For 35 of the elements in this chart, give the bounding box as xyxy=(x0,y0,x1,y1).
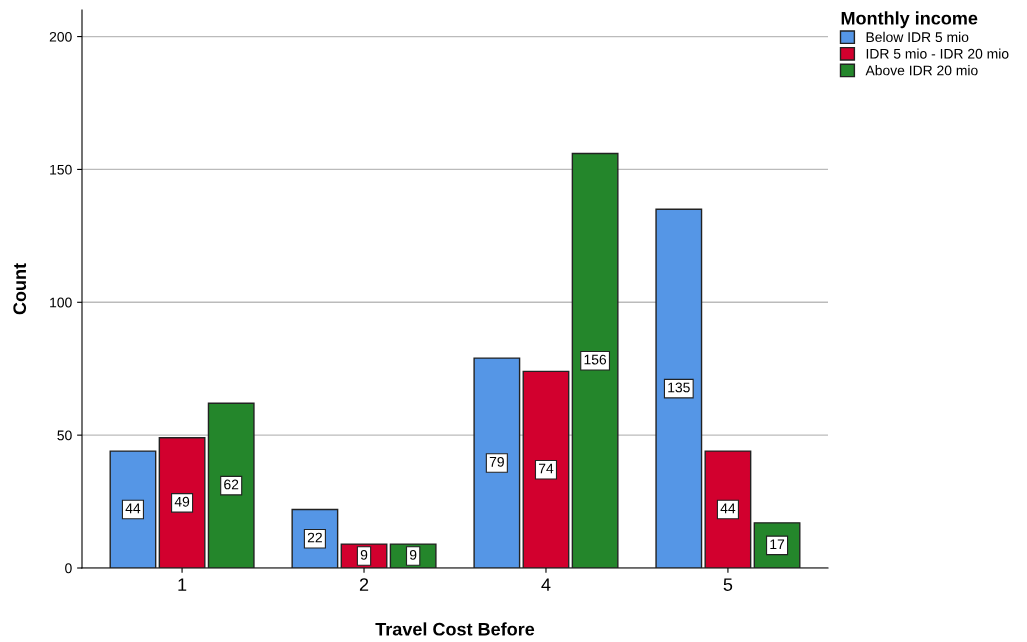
data-label: 9 xyxy=(360,549,368,560)
data-label: 49 xyxy=(174,496,190,507)
legend-label: Below IDR 5 mio xyxy=(866,31,969,43)
bar xyxy=(109,450,157,568)
legend-label: Above IDR 20 mio xyxy=(865,65,978,76)
x-tick-label: 1 xyxy=(178,578,187,591)
data-label: 22 xyxy=(307,532,322,543)
legend-title: Monthly income xyxy=(841,11,978,29)
data-label: 79 xyxy=(489,456,504,467)
x-axis-title: Travel Cost Before xyxy=(375,622,535,636)
data-label: 156 xyxy=(584,354,607,365)
data-label: 74 xyxy=(538,463,554,474)
bar xyxy=(473,357,521,568)
bar xyxy=(704,450,752,568)
y-tick-label: 100 xyxy=(50,297,72,308)
data-label: 44 xyxy=(125,503,141,514)
data-label: 17 xyxy=(770,539,785,550)
bar xyxy=(571,152,619,568)
data-label: 44 xyxy=(720,503,736,514)
y-tick-label: 50 xyxy=(57,430,72,441)
y-tick-label: 200 xyxy=(49,31,72,42)
legend-label: IDR 5 mio - IDR 20 mio xyxy=(866,48,1009,59)
x-tick-label: 5 xyxy=(723,578,733,591)
y-axis-title: Count xyxy=(13,263,27,315)
y-tick-label: 150 xyxy=(50,164,72,175)
bar xyxy=(522,370,570,568)
x-tick-label: 4 xyxy=(541,578,551,591)
data-label: 9 xyxy=(409,549,417,560)
bar xyxy=(655,208,703,568)
bar xyxy=(158,437,206,568)
y-tick-label: 0 xyxy=(65,563,72,574)
data-label: 62 xyxy=(224,479,239,490)
bar xyxy=(207,402,255,568)
x-tick-label: 2 xyxy=(359,578,369,591)
data-label: 135 xyxy=(668,382,690,393)
